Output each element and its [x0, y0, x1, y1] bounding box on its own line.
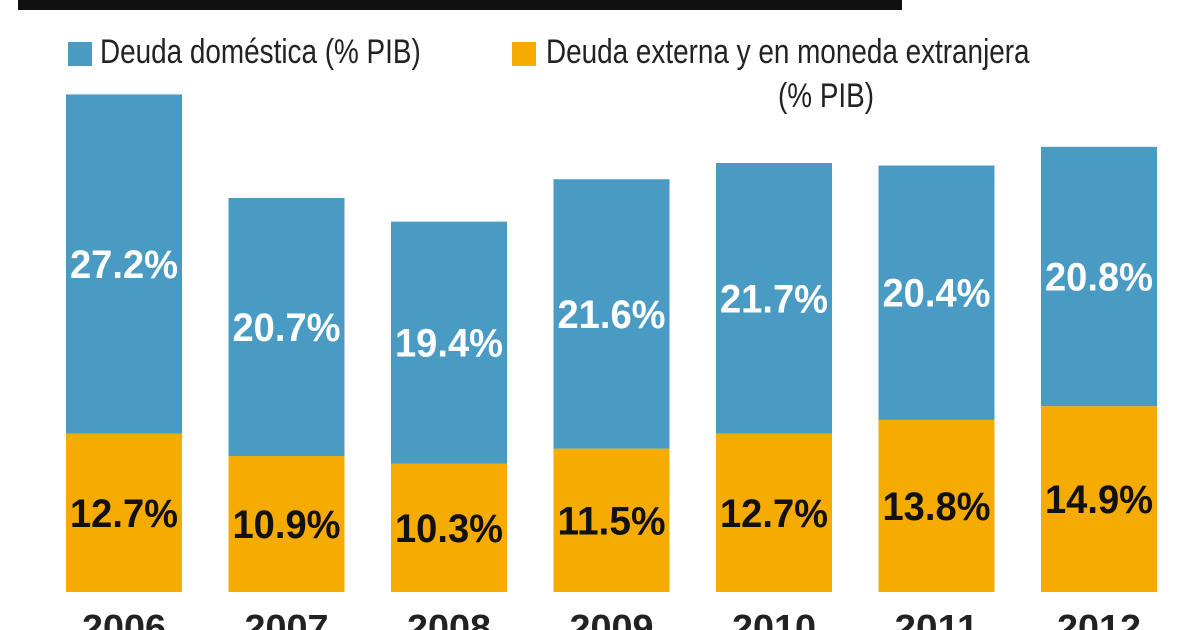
chart-legend: Deuda doméstica (% PIB) Deuda externa y …: [0, 28, 1200, 118]
x-tick-2011: 2011: [895, 607, 979, 630]
x-tick-2010: 2010: [732, 607, 816, 630]
label-domestic-2007: 20.7%: [233, 306, 341, 350]
label-domestic-2009: 21.6%: [558, 293, 666, 337]
label-external-2006: 12.7%: [70, 492, 178, 536]
bar-domestic-2007: [228, 197, 345, 457]
bar-domestic-2009: [553, 179, 670, 449]
bar-domestic-2012: [1041, 146, 1157, 407]
label-external-2007: 10.9%: [233, 503, 341, 547]
x-tick-2012: 2012: [1057, 607, 1141, 630]
label-external-2009: 11.5%: [558, 499, 666, 543]
label-domestic-2012: 20.8%: [1045, 256, 1153, 300]
legend-label-external: Deuda externa y en moneda extranjera: [546, 33, 1030, 71]
legend-label-external-unit: (% PIB): [778, 77, 875, 115]
label-domestic-2011: 20.4%: [883, 272, 991, 316]
bar-external-2009: [553, 448, 670, 592]
label-domestic-2008: 19.4%: [395, 322, 503, 366]
x-tick-2006: 2006: [82, 607, 166, 630]
bar-external-2011: [878, 419, 995, 592]
bar-external-2007: [228, 456, 345, 592]
label-domestic-2006: 27.2%: [70, 243, 178, 287]
x-tick-2009: 2009: [570, 607, 654, 630]
bar-domestic-2008: [391, 221, 507, 464]
label-external-2012: 14.9%: [1045, 478, 1153, 522]
header-rule: [18, 0, 902, 10]
bar-external-2008: [391, 463, 507, 592]
legend-swatch-external: [512, 42, 536, 66]
bar-domestic-2006: [66, 94, 182, 434]
x-tick-2007: 2007: [245, 607, 329, 630]
legend-label-domestic: Deuda doméstica (% PIB): [100, 33, 421, 71]
label-external-2008: 10.3%: [395, 507, 503, 551]
bar-external-2006: [66, 433, 182, 592]
label-domestic-2010: 21.7%: [720, 277, 828, 321]
label-external-2010: 12.7%: [720, 492, 828, 536]
label-external-2011: 13.8%: [883, 485, 991, 529]
bar-external-2010: [716, 433, 832, 592]
bar-external-2012: [1041, 406, 1157, 592]
bar-domestic-2010: [716, 163, 832, 434]
bar-domestic-2011: [878, 165, 995, 420]
legend-swatch-domestic: [68, 42, 92, 66]
x-tick-2008: 2008: [407, 607, 491, 630]
